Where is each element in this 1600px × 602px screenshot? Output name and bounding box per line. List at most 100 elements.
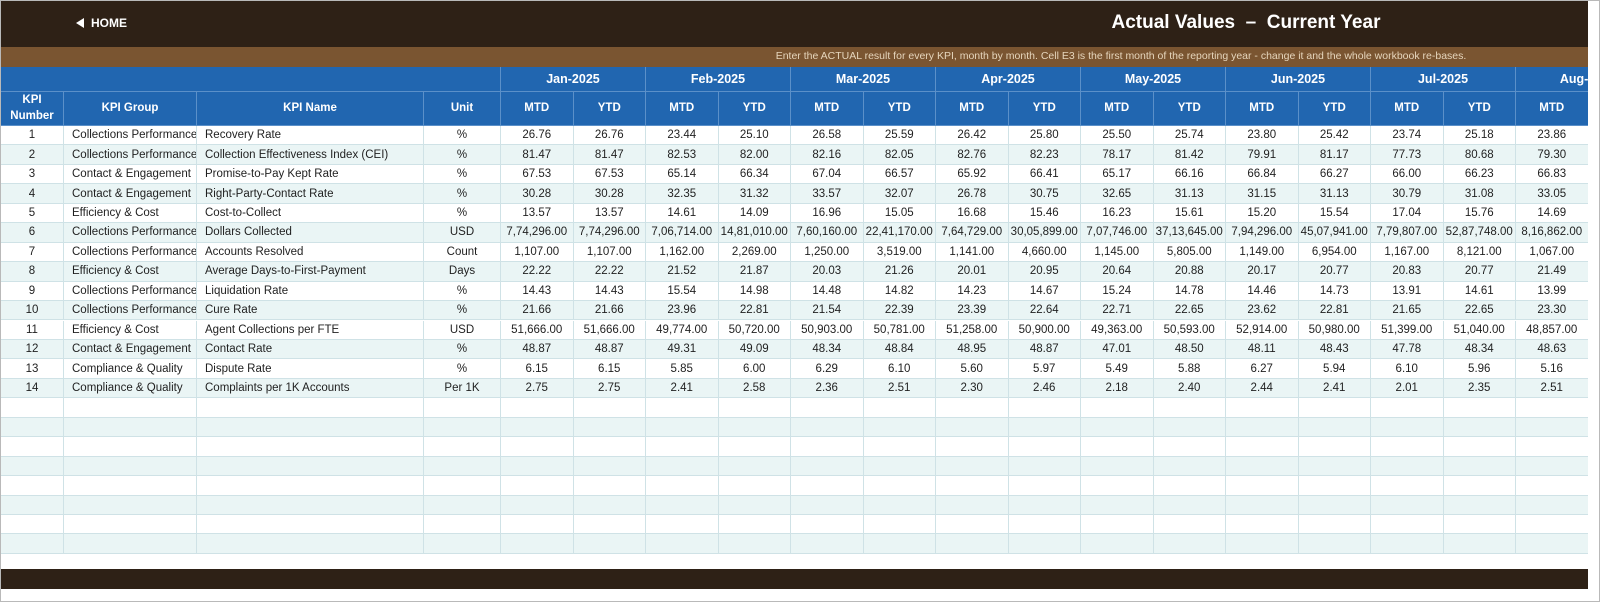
cell[interactable]: Cure Rate — [197, 301, 424, 321]
value-cell[interactable]: 66.16 — [1153, 164, 1226, 185]
value-cell[interactable]: 25.74 — [1153, 126, 1226, 146]
value-cell[interactable]: 66.34 — [718, 164, 791, 185]
value-cell[interactable]: 52,87,748.00 — [1443, 223, 1516, 243]
value-cell[interactable]: 79.91 — [1226, 145, 1299, 165]
value-cell[interactable] — [863, 456, 936, 477]
value-cell[interactable]: 26.76 — [573, 126, 646, 146]
value-cell[interactable] — [1008, 495, 1081, 515]
value-cell[interactable]: 21.66 — [501, 301, 574, 321]
value-cell[interactable]: 14.43 — [501, 281, 574, 302]
value-cell[interactable]: 14.78 — [1153, 281, 1226, 302]
value-cell[interactable] — [646, 515, 719, 535]
value-cell[interactable] — [1081, 456, 1154, 477]
value-cell[interactable]: 2.30 — [936, 378, 1009, 399]
cell[interactable] — [64, 456, 197, 477]
value-cell[interactable] — [573, 534, 646, 554]
value-cell[interactable] — [573, 417, 646, 438]
cell[interactable]: USD — [424, 320, 501, 340]
cell[interactable]: Complaints per 1K Accounts — [197, 378, 424, 399]
value-cell[interactable]: 7,60,160.00 — [791, 223, 864, 243]
value-cell[interactable] — [1081, 515, 1154, 535]
value-cell[interactable]: 37,13,645.00 — [1153, 223, 1226, 243]
value-cell[interactable] — [1153, 515, 1226, 535]
cell[interactable] — [424, 534, 501, 554]
value-cell[interactable]: 51,399.00 — [1371, 320, 1444, 340]
value-cell[interactable]: 49,774.00 — [646, 320, 719, 340]
value-cell[interactable] — [718, 495, 791, 515]
value-cell[interactable]: 23.96 — [646, 301, 719, 321]
value-cell[interactable] — [718, 398, 791, 418]
value-cell[interactable]: 15.46 — [1008, 203, 1081, 224]
value-cell[interactable]: 7,74,296.00 — [573, 223, 646, 243]
value-cell[interactable]: 1,145.00 — [1081, 242, 1154, 263]
value-cell[interactable] — [791, 456, 864, 477]
cell[interactable]: 5 — [1, 203, 64, 224]
value-cell[interactable]: 22.64 — [1008, 301, 1081, 321]
cell[interactable] — [424, 495, 501, 515]
cell[interactable]: Collections Performance — [64, 223, 197, 243]
value-cell[interactable] — [791, 398, 864, 418]
cell[interactable]: 8 — [1, 262, 64, 282]
value-cell[interactable]: 5.96 — [1443, 359, 1516, 379]
value-cell[interactable]: 2.75 — [573, 378, 646, 399]
value-cell[interactable] — [1226, 398, 1299, 418]
value-cell[interactable] — [1008, 456, 1081, 477]
value-cell[interactable]: 49.09 — [718, 339, 791, 360]
value-cell[interactable]: 1,067.00 — [1516, 242, 1588, 263]
value-cell[interactable] — [791, 534, 864, 554]
value-cell[interactable] — [501, 476, 574, 496]
value-cell[interactable]: 30.75 — [1008, 184, 1081, 204]
cell[interactable]: Collections Performance — [64, 145, 197, 165]
value-cell[interactable]: 22.65 — [1153, 301, 1226, 321]
value-cell[interactable]: 6.15 — [501, 359, 574, 379]
value-cell[interactable] — [1226, 417, 1299, 438]
cell[interactable]: Collections Performance — [64, 281, 197, 302]
value-cell[interactable] — [646, 437, 719, 457]
value-cell[interactable]: 22.65 — [1443, 301, 1516, 321]
value-cell[interactable]: 22,41,170.00 — [863, 223, 936, 243]
cell[interactable] — [64, 534, 197, 554]
cell[interactable] — [424, 417, 501, 438]
cell[interactable] — [1, 417, 64, 438]
value-cell[interactable]: 7,64,729.00 — [936, 223, 1009, 243]
value-cell[interactable]: 5.94 — [1298, 359, 1371, 379]
cell[interactable] — [424, 437, 501, 457]
value-cell[interactable]: 31.15 — [1226, 184, 1299, 204]
cell[interactable] — [197, 437, 424, 457]
value-cell[interactable]: 14.61 — [646, 203, 719, 224]
value-cell[interactable]: 13.99 — [1516, 281, 1588, 302]
value-cell[interactable]: 4,660.00 — [1008, 242, 1081, 263]
value-cell[interactable] — [1298, 476, 1371, 496]
value-cell[interactable]: 1,162.00 — [646, 242, 719, 263]
value-cell[interactable]: 30.79 — [1371, 184, 1444, 204]
cell[interactable] — [197, 417, 424, 438]
value-cell[interactable] — [1153, 417, 1226, 438]
cell[interactable] — [197, 495, 424, 515]
value-cell[interactable]: 22.22 — [501, 262, 574, 282]
cell[interactable]: % — [424, 203, 501, 224]
value-cell[interactable] — [1081, 534, 1154, 554]
value-cell[interactable]: 52,914.00 — [1226, 320, 1299, 340]
value-cell[interactable]: 2.44 — [1226, 378, 1299, 399]
value-cell[interactable]: 50,980.00 — [1298, 320, 1371, 340]
value-cell[interactable] — [1226, 534, 1299, 554]
value-cell[interactable]: 23.62 — [1226, 301, 1299, 321]
value-cell[interactable] — [1371, 417, 1444, 438]
value-cell[interactable]: 20.17 — [1226, 262, 1299, 282]
value-cell[interactable]: 25.59 — [863, 126, 936, 146]
cell[interactable]: Recovery Rate — [197, 126, 424, 146]
value-cell[interactable]: 2.58 — [718, 378, 791, 399]
cell[interactable] — [197, 476, 424, 496]
value-cell[interactable]: 49,363.00 — [1081, 320, 1154, 340]
cell[interactable]: % — [424, 184, 501, 204]
value-cell[interactable]: 14.82 — [863, 281, 936, 302]
value-cell[interactable] — [1226, 437, 1299, 457]
value-cell[interactable]: 21.87 — [718, 262, 791, 282]
value-cell[interactable]: 77.73 — [1371, 145, 1444, 165]
cell[interactable] — [1, 456, 64, 477]
cell[interactable]: 7 — [1, 242, 64, 263]
value-cell[interactable]: 65.92 — [936, 164, 1009, 185]
value-cell[interactable]: 50,593.00 — [1153, 320, 1226, 340]
value-cell[interactable]: 14.48 — [791, 281, 864, 302]
value-cell[interactable]: 48.84 — [863, 339, 936, 360]
